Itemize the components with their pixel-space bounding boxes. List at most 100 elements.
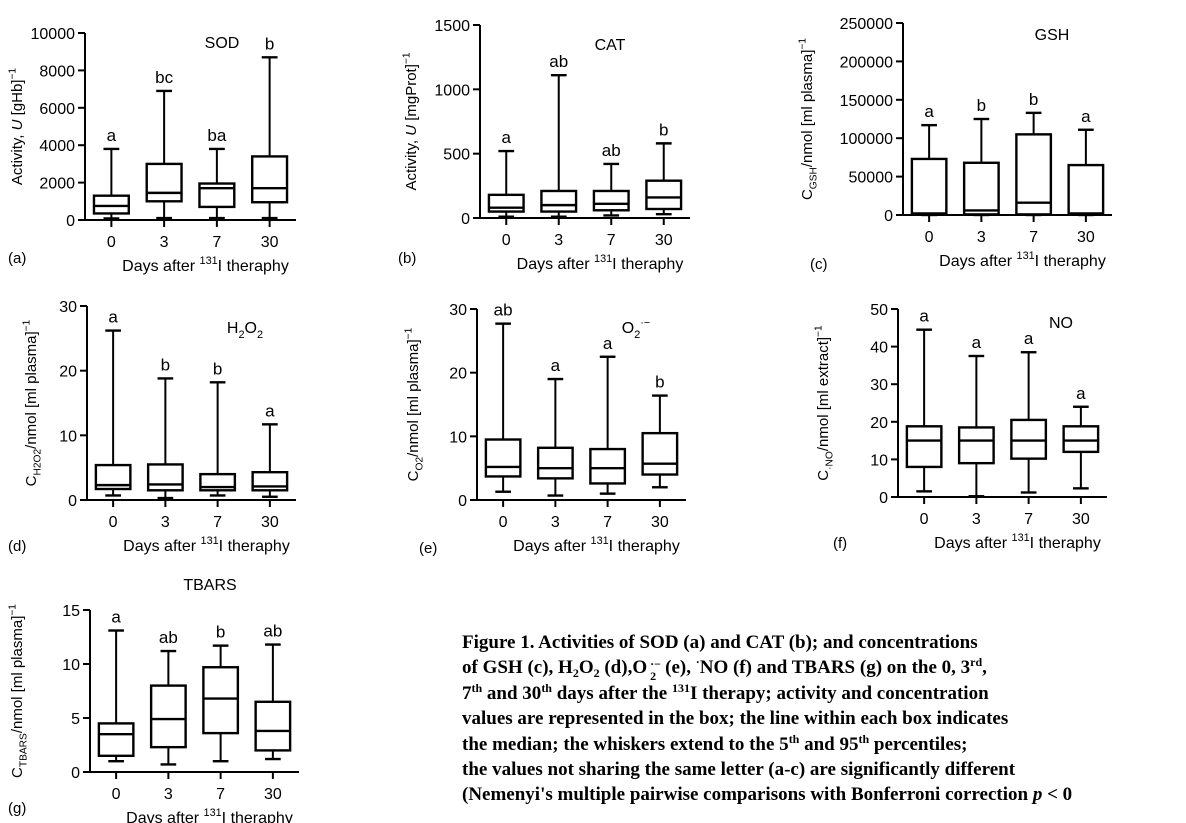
panel-d-significance-letter: a (108, 308, 118, 327)
panel-a-y-tick-label: 8000 (39, 63, 75, 80)
panel-a-y-label: Activity, U [gHb]−1​ (7, 68, 26, 186)
panel-d-significance-letter: b (161, 355, 170, 374)
panel-e-y-label: CO2​/nmol [ml plasma]−1​ (403, 327, 425, 481)
panel-c-y-tick-label: 0 (884, 208, 893, 225)
panel-f-x-tick-label: 0 (920, 511, 929, 528)
panel-b-box (540, 189, 578, 213)
panel-c-significance-letter: a (1081, 107, 1091, 126)
figure-caption: Figure 1. Activities of SOD (a) and CAT … (462, 630, 1186, 808)
panel-a-box (251, 155, 289, 204)
panel-f-significance-letter: a (1024, 329, 1034, 348)
panel-e-x-tick-label: 0 (499, 514, 508, 531)
panel-f-box (957, 426, 995, 465)
panel-b-y-tick-label: 1000 (434, 82, 470, 99)
panel-d-chart: 0 10 20 30 0 3 7 30 a b b a (59, 299, 296, 531)
panel-g-panel-letter: (g) (8, 800, 26, 817)
panel-e-x-tick-label: 30 (651, 514, 669, 531)
caption-line-2: of GSH (c), H2O2 (d),O ·− 2 (e), ·NO (f) an… (462, 655, 987, 681)
panel-e-panel-letter: (e) (419, 540, 437, 557)
panel-c-x-tick-label: 30 (1077, 229, 1095, 246)
panel-g-x-tick-label: 3 (164, 786, 173, 803)
panel-c-y-tick-label: 50000 (849, 170, 894, 187)
panel-e-y-tick-label: 20 (449, 366, 467, 383)
panel-a-box (92, 194, 130, 215)
panel-f-panel-letter: (f) (833, 535, 847, 552)
caption-line-5: the median; the whiskers extend to the 5… (462, 731, 968, 755)
panel-b-box (645, 179, 683, 211)
panel-g-title: TBARS (183, 577, 236, 594)
panel-b-box (592, 189, 630, 212)
panel-g-significance-letter: a (111, 608, 121, 627)
panel-f-title: NO (1049, 315, 1073, 332)
panel-f-y-tick-label: 10 (870, 452, 888, 469)
panel-f-x-label: Days after 131​I theraphy (934, 532, 1101, 552)
panel-g-y-tick-label: 0 (71, 765, 80, 782)
panel-b-y-tick-label: 500 (443, 147, 470, 164)
panel-f-y-tick-label: 50 (870, 302, 888, 319)
panel-f-y-label: C·NO​/nmol [ml extract]−1​ (813, 325, 835, 481)
panel-d-x-tick-label: 3 (161, 514, 170, 531)
panel-g-y-tick-label: 10 (62, 657, 80, 674)
panel-g-x-label: Days after 131​I theraphy (126, 807, 293, 823)
panel-e-x-label: Days after 131​I theraphy (513, 535, 680, 555)
panel-a-significance-letter: b (265, 34, 274, 53)
panel-d-box (94, 463, 132, 491)
panel-d-box (146, 463, 184, 492)
panel-a-x-tick-label: 3 (160, 234, 169, 251)
panel-a-y-tick-label: 0 (66, 213, 75, 230)
panel-d-box (199, 472, 237, 492)
panel-a-y-tick-label: 10000 (31, 26, 76, 43)
panel-b-x-tick-label: 30 (655, 232, 673, 249)
panel-e-significance-letter: ab (494, 301, 513, 320)
panel-e-box (484, 438, 522, 478)
panel-c-y-tick-label: 100000 (840, 131, 893, 148)
panel-f-x-tick-label: 7 (1024, 511, 1033, 528)
panel-g-box (202, 666, 240, 735)
panel-a-panel-letter: (a) (8, 250, 26, 267)
panel-c-significance-letter: a (924, 102, 934, 121)
panel-d-x-tick-label: 7 (213, 514, 222, 531)
panel-e-x-tick-label: 7 (603, 514, 612, 531)
panel-g-significance-letter: ab (159, 628, 178, 647)
panel-b-y-tick-label: 0 (461, 211, 470, 228)
panel-e-title: O2​·−​ (622, 317, 651, 341)
panel-e-y-tick-label: 30 (449, 302, 467, 319)
panel-e-significance-letter: a (551, 356, 561, 375)
panel-c-significance-letter: b (977, 96, 986, 115)
panel-c-box (910, 157, 948, 216)
panel-b-x-tick-label: 7 (607, 232, 616, 249)
panel-e-box (641, 431, 679, 476)
panel-a-x-tick-label: 7 (212, 234, 221, 251)
panel-f-y-tick-label: 0 (879, 490, 888, 507)
panel-d-title: H2​O2​ (227, 320, 263, 341)
panel-f-x-tick-label: 3 (972, 511, 981, 528)
caption-line-3: 7th and 30th days after the 131I therapy… (462, 680, 989, 704)
panel-d-y-tick-label: 20 (59, 364, 77, 381)
panel-c-panel-letter: (c) (810, 256, 828, 273)
panel-c-y-tick-label: 200000 (840, 54, 893, 71)
panel-a-box (145, 162, 183, 203)
caption-line-7: (Nemenyi's multiple pairwise comparisons… (462, 784, 1073, 806)
panel-f-box (1062, 425, 1100, 454)
panel-c-x-tick-label: 7 (1029, 229, 1038, 246)
panel-a-significance-letter: ba (207, 126, 226, 145)
panel-a-x-tick-label: 30 (261, 234, 279, 251)
panel-e-y-tick-label: 0 (458, 493, 467, 510)
panel-c-y-label: CGSH​/nmol [ml plasma]−1​ (797, 38, 819, 200)
panel-c-x-tick-label: 3 (977, 229, 986, 246)
caption-line-4: values are represented in the box; the l… (462, 708, 1009, 730)
panel-c-significance-letter: b (1029, 90, 1038, 109)
panel-b-panel-letter: (b) (398, 250, 416, 267)
panel-g-chart: 0 5 10 15 0 3 7 30 a ab b ab (62, 603, 299, 803)
panel-a-y-tick-label: 4000 (39, 138, 75, 155)
panel-g-x-tick-label: 0 (112, 786, 121, 803)
panel-a-y-tick-label: 6000 (39, 101, 75, 118)
panel-b-chart: 0 500 1000 1500 0 3 7 30 a ab ab b (434, 18, 690, 249)
panel-d-y-label: CH2O2​/nmol [ml plasma]−1​ (21, 319, 43, 486)
panel-e-box (589, 447, 627, 485)
panel-c-x-label: Days after 131​I theraphy (939, 250, 1106, 270)
panel-g-significance-letter: ab (263, 622, 282, 641)
panel-g-y-tick-label: 15 (62, 603, 80, 620)
